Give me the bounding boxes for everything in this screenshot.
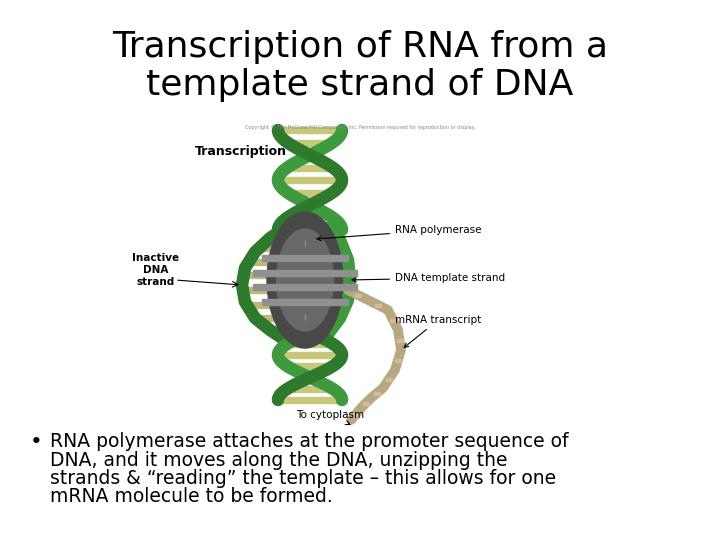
Bar	[245, 302, 275, 308]
Bar	[355, 294, 361, 296]
Bar	[257, 245, 287, 251]
Bar	[253, 269, 357, 275]
Bar	[242, 272, 271, 278]
Bar	[287, 318, 333, 324]
Text: •: •	[30, 432, 42, 452]
Bar	[278, 307, 342, 313]
Bar	[287, 363, 333, 369]
Ellipse shape	[276, 229, 333, 331]
Ellipse shape	[267, 212, 343, 348]
Bar	[386, 377, 392, 381]
Text: template strand of DNA: template strand of DNA	[146, 68, 574, 102]
Bar	[262, 300, 348, 306]
Bar	[390, 319, 396, 321]
Bar	[253, 285, 357, 291]
Bar	[253, 315, 283, 321]
Bar	[272, 232, 302, 238]
Bar	[278, 397, 342, 403]
Bar	[287, 341, 333, 347]
Bar	[287, 165, 333, 171]
Text: Inactive
DNA
strand: Inactive DNA strand	[132, 253, 179, 287]
Bar	[287, 190, 333, 195]
Text: strands & “reading” the template – this allows for one: strands & “reading” the template – this …	[50, 469, 556, 488]
Bar	[374, 392, 380, 395]
Text: To cytoplasm: To cytoplasm	[296, 410, 364, 424]
Text: mRNA transcript: mRNA transcript	[395, 315, 481, 347]
Text: RNA polymerase: RNA polymerase	[317, 225, 482, 241]
Bar	[353, 413, 359, 415]
Bar	[278, 177, 342, 183]
Bar	[287, 386, 333, 392]
Bar	[395, 359, 401, 361]
Bar	[278, 227, 342, 233]
Text: RNA polymerase attaches at the promoter sequence of: RNA polymerase attaches at the promoter …	[50, 432, 569, 451]
Bar	[287, 139, 333, 145]
Bar	[278, 127, 342, 133]
Text: Copyright © The McGraw-Hill Companies, Inc. Permission required for reproduction: Copyright © The McGraw-Hill Companies, I…	[245, 124, 475, 130]
Bar	[268, 327, 298, 333]
Text: mRNA molecule to be formed.: mRNA molecule to be formed.	[50, 488, 333, 507]
Text: Transcription of RNA from a: Transcription of RNA from a	[112, 30, 608, 64]
Text: Transcription: Transcription	[195, 145, 287, 158]
Bar	[363, 402, 369, 404]
Bar	[278, 352, 342, 358]
Bar	[397, 339, 402, 341]
Bar	[375, 303, 381, 307]
Bar	[287, 214, 333, 220]
Text: DNA template strand: DNA template strand	[352, 273, 505, 283]
Text: DNA, and it moves along the DNA, unzipping the: DNA, and it moves along the DNA, unzippi…	[50, 450, 508, 469]
Bar	[247, 259, 276, 265]
Bar	[262, 254, 348, 261]
Bar	[241, 287, 271, 293]
